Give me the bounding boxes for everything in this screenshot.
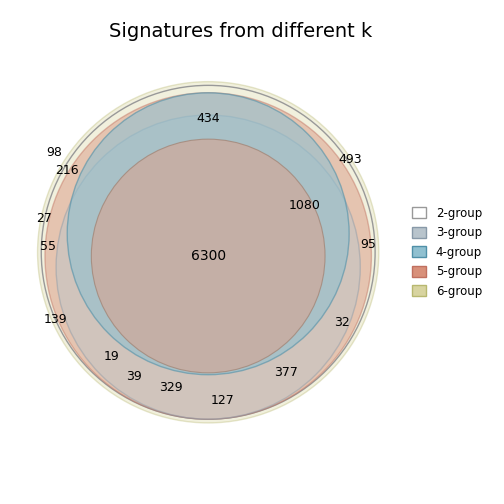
Text: 434: 434 bbox=[197, 112, 220, 125]
Text: 27: 27 bbox=[36, 212, 52, 225]
Circle shape bbox=[56, 115, 360, 419]
Circle shape bbox=[45, 93, 371, 419]
Text: 39: 39 bbox=[126, 370, 142, 383]
Text: 55: 55 bbox=[40, 240, 56, 253]
Text: 6300: 6300 bbox=[191, 249, 226, 263]
Text: 19: 19 bbox=[104, 350, 119, 363]
Circle shape bbox=[91, 139, 325, 373]
Text: 32: 32 bbox=[334, 317, 350, 329]
Text: 127: 127 bbox=[211, 394, 235, 407]
Text: 139: 139 bbox=[44, 312, 67, 326]
Text: 377: 377 bbox=[274, 366, 298, 380]
Text: 1080: 1080 bbox=[289, 200, 321, 212]
Text: 329: 329 bbox=[159, 381, 183, 394]
Text: 98: 98 bbox=[46, 146, 61, 159]
Circle shape bbox=[38, 82, 379, 423]
Text: 95: 95 bbox=[360, 238, 376, 251]
Title: Signatures from different k: Signatures from different k bbox=[109, 22, 372, 41]
Legend: 2-group, 3-group, 4-group, 5-group, 6-group: 2-group, 3-group, 4-group, 5-group, 6-gr… bbox=[407, 202, 487, 302]
Circle shape bbox=[67, 93, 349, 374]
Text: 216: 216 bbox=[55, 164, 78, 177]
Text: 493: 493 bbox=[338, 153, 362, 166]
